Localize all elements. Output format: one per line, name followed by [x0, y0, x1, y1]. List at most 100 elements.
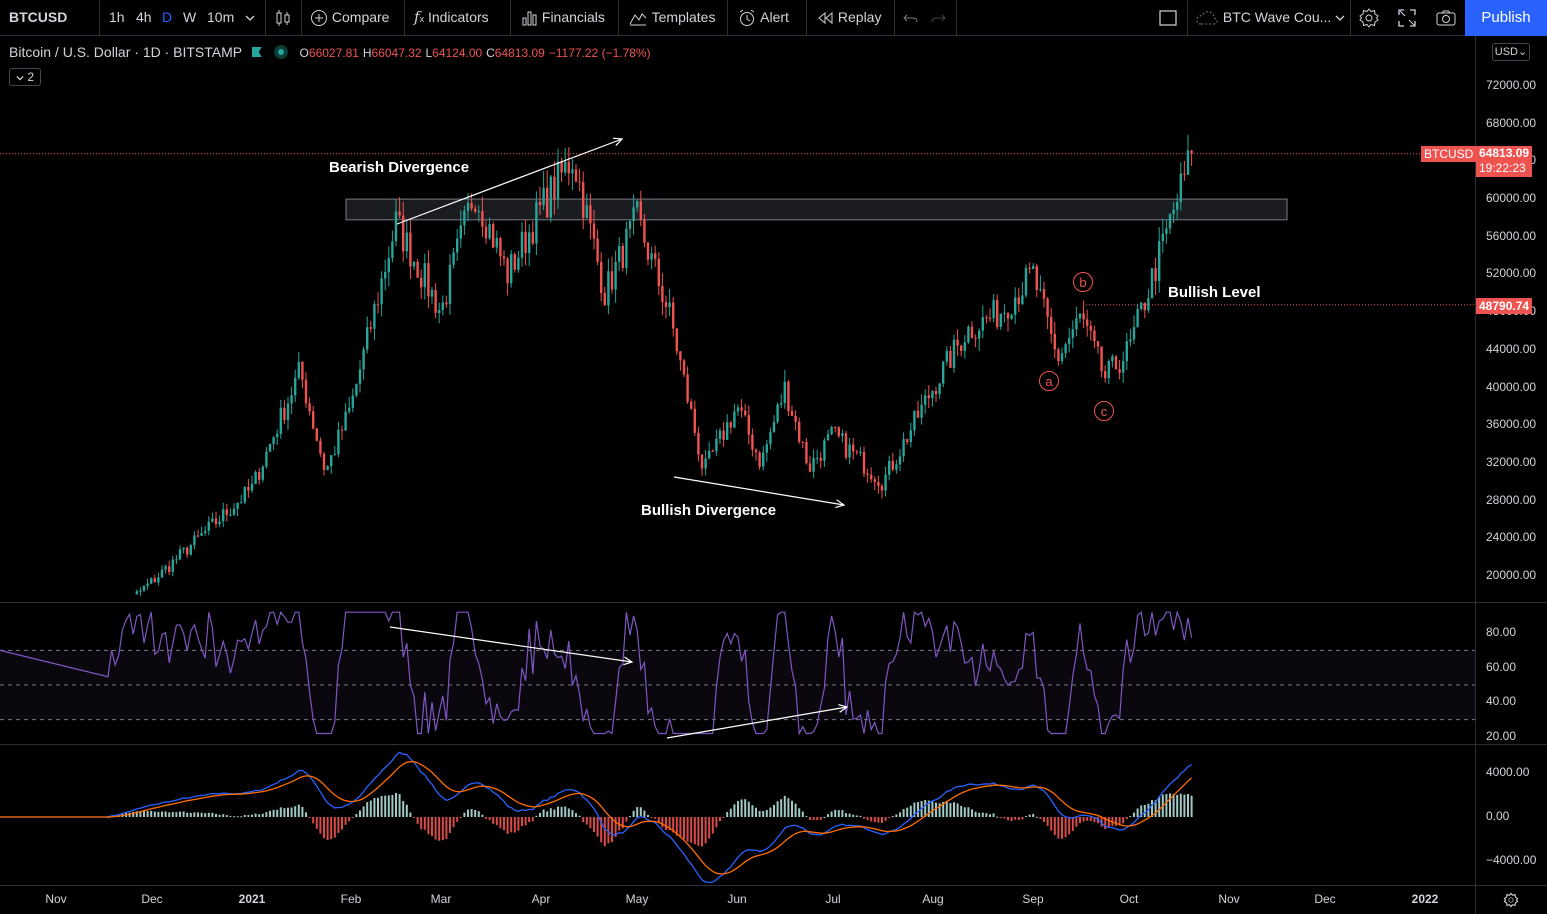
symbol-search[interactable]: BTCUSD	[9, 9, 68, 25]
bullish-level-label[interactable]: Bullish Level	[1168, 284, 1261, 301]
macd-histogram-bar	[701, 817, 703, 847]
candle-body	[229, 514, 232, 516]
candle-body	[1064, 344, 1067, 354]
candle-body	[711, 450, 714, 452]
interval-dropdown-chevron-icon[interactable]	[245, 0, 255, 35]
macd-histogram-bar	[582, 817, 585, 823]
macd-histogram-bar	[254, 813, 257, 817]
macd-histogram-bar	[1010, 817, 1013, 822]
macd-histogram-bar	[809, 817, 811, 820]
time-axis-settings-gear-icon[interactable]	[1503, 892, 1519, 908]
chart-type-candles-icon[interactable]	[274, 0, 292, 35]
candle-body	[607, 271, 610, 306]
candle-body	[556, 161, 560, 200]
alert-button[interactable]: Alert	[737, 0, 789, 35]
flag-icon[interactable]	[251, 47, 262, 57]
macd-histogram-bar	[1086, 817, 1089, 821]
layout-name-button[interactable]: BTC Wave Cou...	[1195, 0, 1345, 35]
macd-histogram-bar	[362, 806, 365, 817]
candle-body	[585, 205, 588, 218]
redo-icon[interactable]	[929, 0, 947, 35]
candle-body	[582, 182, 585, 218]
candle-body	[308, 403, 311, 412]
compare-label: Compare	[331, 9, 390, 25]
candle-body	[1096, 341, 1100, 347]
bullish-divergence-label[interactable]: Bullish Divergence	[641, 502, 777, 519]
macd-histogram-bar	[459, 817, 462, 818]
divergence-trendlines[interactable]	[389, 137, 849, 739]
candle-body	[898, 456, 902, 465]
macd-histogram-bar	[834, 809, 837, 817]
candle-body	[441, 302, 444, 310]
symbol-title[interactable]: Bitcoin / U.S. Dollar · 1D · BITSTAMP	[9, 44, 242, 60]
time-tick-label: Feb	[340, 892, 362, 906]
price-tick-label: 36000.00	[1486, 417, 1537, 432]
bearish-divergence-label[interactable]: Bearish Divergence	[329, 159, 470, 176]
undo-icon[interactable]	[902, 0, 920, 35]
publish-button[interactable]: Publish	[1465, 0, 1547, 36]
interval-d[interactable]: D	[162, 9, 173, 25]
interval-1h[interactable]: 1h	[109, 9, 125, 25]
macd-histogram-bar	[1071, 817, 1074, 831]
candle-body	[254, 471, 257, 484]
time-tick-label: Dec	[1314, 892, 1336, 906]
templates-button[interactable]: Templates	[628, 0, 715, 35]
financials-button[interactable]: Financials	[520, 0, 605, 35]
macd-histogram-bar	[557, 806, 559, 817]
rsi-pane	[0, 610, 1475, 736]
candle-body	[956, 339, 959, 346]
macd-histogram-bar	[179, 811, 181, 817]
macd-histogram-bar	[1075, 817, 1078, 827]
macd-histogram-bar	[906, 807, 909, 817]
interval-10m[interactable]: 10m	[207, 9, 235, 25]
candle-body	[470, 202, 473, 209]
fullscreen-layout-square-icon[interactable]	[1158, 0, 1178, 35]
settings-gear-icon[interactable]	[1358, 0, 1380, 35]
interval-w[interactable]: W	[183, 9, 197, 25]
indicators-button[interactable]: fx Indicators	[414, 8, 489, 26]
macd-histogram-bar	[909, 805, 912, 817]
wave-a-marker[interactable]: a	[1039, 371, 1059, 391]
candle-body	[938, 383, 941, 395]
candle-body	[243, 486, 246, 503]
wave-c-marker[interactable]: c	[1094, 401, 1114, 421]
high-value: 66047.32	[371, 46, 422, 60]
time-tick-label: Dec	[141, 892, 163, 906]
macd-histogram-bar	[866, 817, 869, 821]
macd-histogram-bar	[445, 817, 448, 839]
candle-body	[844, 433, 848, 458]
price-tick-label: 44000.00	[1486, 341, 1537, 356]
candle-body	[376, 304, 380, 306]
candle-body	[301, 361, 304, 380]
interval-4h[interactable]: 4h	[136, 9, 152, 25]
currency-selector[interactable]: USD⌄	[1492, 43, 1530, 61]
compare-button[interactable]: Compare	[310, 0, 389, 35]
bar-countdown: 19:22:23	[1479, 161, 1526, 175]
macd-histogram-bar	[168, 812, 171, 817]
price-tick-label: 24000.00	[1486, 530, 1537, 545]
camera-icon[interactable]	[1435, 0, 1457, 35]
pane-separator[interactable]	[0, 602, 1547, 603]
candle-body	[499, 238, 502, 257]
wave-b-marker[interactable]: b	[1073, 272, 1093, 292]
macd-histogram-bar	[693, 817, 696, 845]
candle-body	[1190, 150, 1193, 154]
macd-histogram-bar	[171, 812, 174, 817]
macd-line	[0, 751, 1192, 884]
macd-histogram-bar	[517, 817, 520, 831]
candle-body	[182, 547, 185, 550]
candle-body	[272, 437, 275, 444]
fullscreen-icon[interactable]	[1397, 0, 1417, 35]
currency-label: USD	[1494, 46, 1518, 58]
replay-button[interactable]: Replay	[816, 0, 881, 35]
macd-histogram-bar	[780, 799, 783, 817]
macd-histogram-bar	[207, 812, 210, 817]
pane-separator[interactable]	[0, 744, 1547, 745]
candle-body	[369, 327, 372, 329]
resistance-zone[interactable]	[345, 198, 1288, 221]
collapse-indicators-button[interactable]: 2	[9, 68, 41, 86]
macd-histogram-bar	[877, 817, 880, 823]
macd-histogram-bar	[855, 815, 858, 817]
alert-label: Alert	[760, 9, 789, 25]
